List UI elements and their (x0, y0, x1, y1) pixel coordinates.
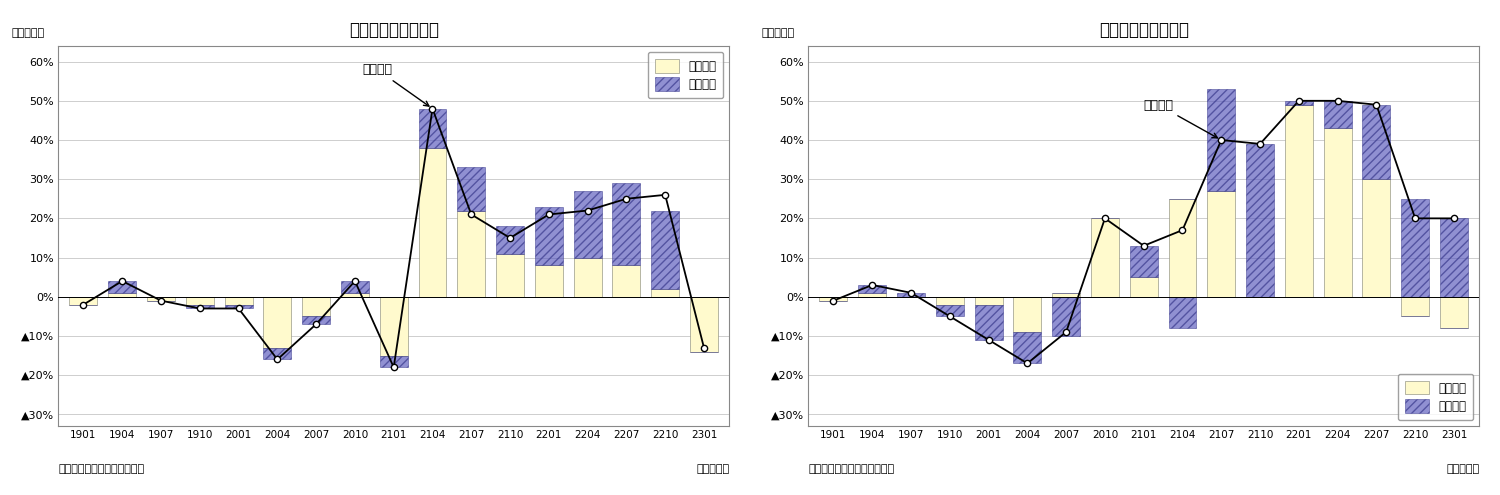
Bar (186, 297, 214, 304)
Text: （前年比）: （前年比） (12, 28, 45, 38)
Bar (108, 281, 136, 293)
Bar (858, 285, 886, 293)
Bar (975, 297, 1002, 304)
Bar (302, 297, 330, 316)
Bar (1208, 191, 1234, 297)
Bar (496, 226, 523, 253)
Bar (573, 191, 602, 257)
Bar (1014, 332, 1041, 363)
Bar (264, 297, 291, 347)
Bar (380, 355, 408, 367)
Bar (1401, 297, 1429, 316)
Bar (1286, 101, 1312, 105)
Title: 輸出金額の要因分解: 輸出金額の要因分解 (348, 21, 438, 39)
Text: （年・月）: （年・月） (1446, 464, 1479, 474)
Bar (1362, 105, 1390, 179)
Legend: 数量要因, 価格要因: 数量要因, 価格要因 (1398, 374, 1473, 420)
Bar (419, 108, 447, 148)
Bar (108, 293, 136, 297)
Text: 輸入金額: 輸入金額 (1143, 99, 1218, 138)
Bar (380, 297, 408, 355)
Bar (1052, 293, 1080, 297)
Bar (1440, 297, 1468, 328)
Bar (651, 289, 680, 297)
Title: 輸入金額の要因分解: 輸入金額の要因分解 (1098, 21, 1188, 39)
Bar (536, 206, 562, 265)
Text: （年・月）: （年・月） (696, 464, 729, 474)
Bar (340, 293, 369, 297)
Bar (496, 253, 523, 297)
Text: 輸出金額: 輸出金額 (363, 63, 429, 106)
Text: （前年比）: （前年比） (762, 28, 795, 38)
Bar (1052, 297, 1080, 336)
Bar (458, 167, 484, 210)
Bar (858, 293, 886, 297)
Bar (1401, 199, 1429, 297)
Bar (1362, 179, 1390, 297)
Bar (936, 297, 964, 304)
Legend: 数量要因, 価格要因: 数量要因, 価格要因 (648, 52, 723, 98)
Bar (897, 293, 926, 297)
Bar (340, 281, 369, 293)
Bar (1208, 89, 1234, 191)
Bar (225, 297, 252, 304)
Bar (1130, 277, 1158, 297)
Bar (651, 210, 680, 289)
Bar (612, 183, 640, 265)
Bar (936, 304, 964, 316)
Bar (975, 304, 1002, 340)
Bar (1323, 128, 1352, 297)
Bar (419, 148, 447, 297)
Bar (1090, 218, 1119, 297)
Bar (1168, 199, 1197, 297)
Text: （資料）財務省「貿易統計」: （資料）財務省「貿易統計」 (808, 464, 894, 474)
Bar (536, 265, 562, 297)
Bar (612, 265, 640, 297)
Bar (573, 257, 602, 297)
Bar (147, 297, 176, 300)
Bar (1130, 246, 1158, 277)
Bar (1168, 297, 1197, 328)
Bar (69, 297, 98, 304)
Bar (1014, 297, 1041, 332)
Bar (1246, 144, 1274, 297)
Bar (264, 347, 291, 359)
Bar (819, 297, 848, 300)
Bar (1286, 105, 1312, 297)
Bar (458, 210, 484, 297)
Bar (1323, 101, 1352, 128)
Bar (186, 304, 214, 308)
Bar (1440, 218, 1468, 297)
Bar (302, 316, 330, 324)
Bar (690, 297, 718, 351)
Bar (225, 304, 252, 308)
Text: （資料）財務省「貿易統計」: （資料）財務省「貿易統計」 (58, 464, 144, 474)
